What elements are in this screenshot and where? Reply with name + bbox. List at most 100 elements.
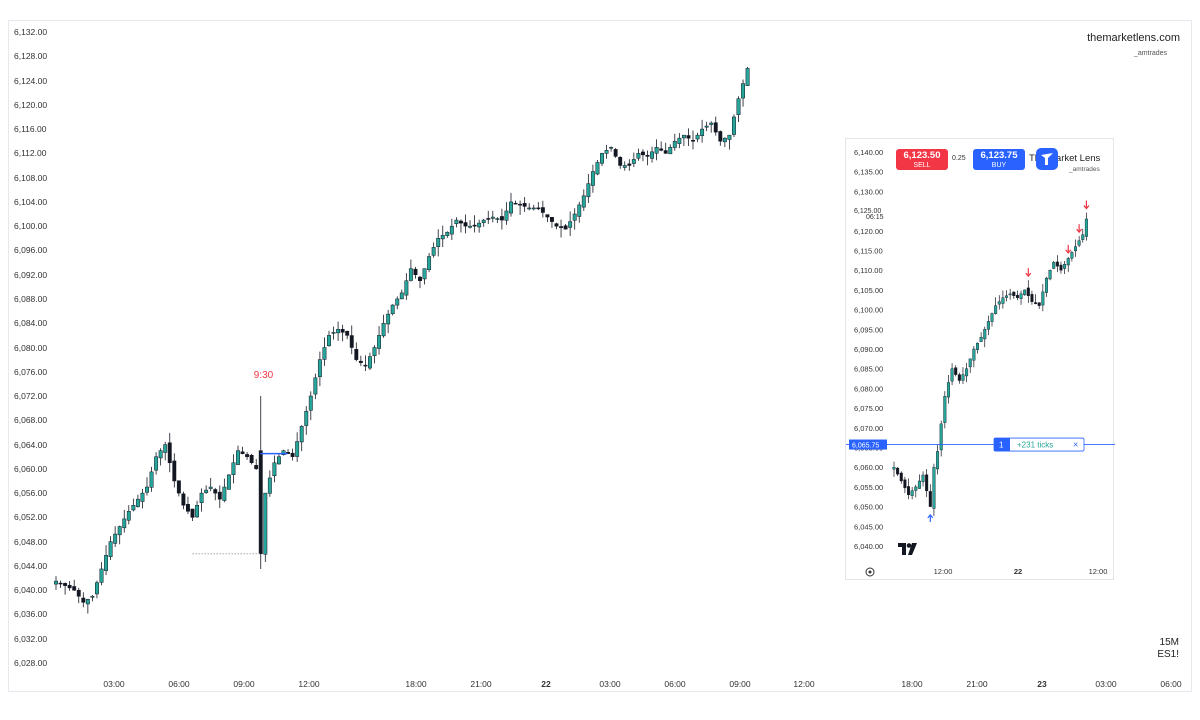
candle [413, 266, 418, 279]
candle [527, 203, 532, 211]
candle [317, 351, 322, 387]
y-tick-label: 6,056.00 [14, 488, 48, 499]
inset-candle [1015, 290, 1019, 301]
inset-y-tick-label: 6,140.00 [854, 148, 883, 157]
candle [736, 96, 741, 123]
buy-label: BUY [991, 162, 1007, 169]
inset-candle [968, 358, 972, 373]
candle [372, 345, 377, 364]
candle [254, 458, 259, 470]
inset-y-tick-label: 6,055.00 [854, 483, 883, 492]
candle [231, 454, 236, 484]
x-tick-label: 03:00 [1095, 679, 1117, 689]
candle [431, 242, 436, 258]
candle [368, 352, 372, 370]
y-tick-label: 6,028.00 [14, 658, 48, 668]
buy-arrow-icon [927, 513, 934, 522]
close-position-icon[interactable]: × [1073, 440, 1078, 450]
candle [272, 455, 277, 483]
candle [122, 509, 127, 533]
candle [245, 452, 250, 460]
candle [336, 321, 341, 341]
candle [718, 130, 723, 146]
sell-arrow-icon [1076, 224, 1083, 234]
inset-candle [1030, 290, 1034, 305]
inset-y-tick-label: 6,040.00 [854, 542, 883, 551]
y-tick-label: 6,052.00 [14, 512, 48, 523]
y-tick-label: 6,068.00 [14, 415, 48, 426]
inset-candle [1059, 261, 1063, 274]
y-tick-label: 6,088.00 [14, 293, 48, 304]
candle [217, 485, 222, 509]
inset-candle [957, 372, 961, 384]
settings-gear-icon[interactable] [865, 567, 875, 577]
y-tick-label: 6,060.00 [14, 463, 48, 474]
timeframe-symbol-label: 15M ES1! [1157, 637, 1179, 661]
inset-candle [1052, 260, 1056, 270]
candle [545, 214, 550, 223]
inset-candle [954, 365, 958, 377]
brand-name[interactable]: themarketlens.com [1087, 32, 1180, 44]
y-tick-label: 6,100.00 [14, 221, 48, 232]
candle [700, 119, 705, 143]
inset-candle [997, 295, 1001, 310]
position-pnl: +231 ticks [1017, 441, 1053, 450]
candle [422, 268, 427, 285]
inset-candle [928, 484, 932, 507]
spread-value: 0.25 [952, 155, 966, 162]
candle [277, 453, 281, 465]
y-tick-label: 6,116.00 [14, 124, 47, 135]
buy-button[interactable]: 6,123.75 BUY [973, 149, 1025, 170]
countdown-price-label: 6,125.00 [854, 208, 881, 215]
x-tick-label: 22 [541, 679, 551, 689]
position-qty-box [994, 438, 1010, 452]
candle [204, 485, 209, 494]
inset-candle [1066, 256, 1070, 273]
inset-candle [910, 486, 914, 500]
candle [108, 536, 113, 561]
candle [377, 326, 382, 355]
sell-arrow-icon [1065, 244, 1072, 254]
x-tick-label: 18:00 [405, 679, 427, 689]
candle [99, 562, 104, 586]
y-tick-label: 6,108.00 [14, 172, 48, 183]
inset-y-tick-label: 6,115.00 [854, 247, 883, 256]
inset-y-tick-label: 6,100.00 [854, 306, 883, 315]
position-price-tag [849, 439, 887, 450]
inset-chart[interactable]: 6,140.00 6,135.00 6,130.00 6,120.00 6,115.00… [846, 139, 1115, 581]
candle [145, 477, 149, 496]
candle [290, 448, 295, 461]
candle [504, 202, 509, 225]
y-tick-label: 6,128.00 [14, 51, 48, 62]
candle [90, 595, 95, 602]
y-tick-label: 6,132.00 [14, 27, 48, 37]
candle [590, 164, 595, 193]
candle [226, 474, 231, 490]
candle [395, 296, 400, 310]
candle [390, 304, 395, 316]
countdown-timer-label: 06:15 [866, 214, 884, 221]
inset-candle [921, 471, 925, 487]
sell-arrow-icon [1025, 268, 1032, 278]
candle [381, 314, 386, 338]
candle [63, 582, 68, 595]
candle [663, 142, 668, 155]
sell-button[interactable]: 6,123.50 SELL [896, 149, 948, 170]
candle [741, 79, 745, 107]
candle [236, 445, 240, 466]
candle [554, 222, 559, 230]
inset-brand-name: The Market Lens [1029, 153, 1101, 164]
candle [418, 275, 422, 289]
candle [650, 146, 654, 163]
candle [267, 470, 272, 497]
y-tick-label: 6,092.00 [14, 269, 48, 280]
candle [563, 224, 568, 230]
candle [468, 220, 473, 229]
candle [258, 396, 263, 569]
x-tick-label: 09:00 [233, 679, 255, 689]
candle [586, 174, 591, 203]
candle [67, 580, 72, 591]
inset-candle [1048, 269, 1052, 281]
candle [95, 580, 99, 599]
